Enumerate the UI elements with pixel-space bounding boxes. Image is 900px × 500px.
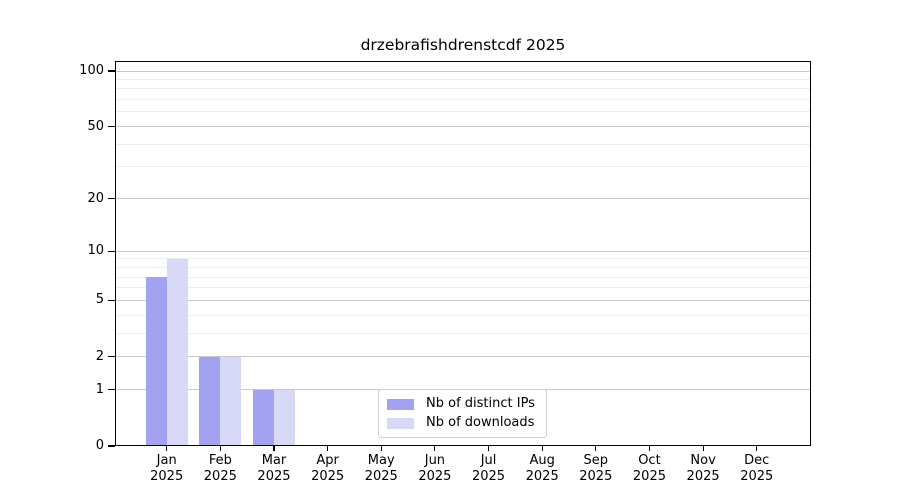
x-tick-dec <box>756 446 758 451</box>
x-tick-year-jul: 2025 <box>471 469 506 484</box>
y-tick-0 <box>108 445 115 447</box>
gridline-minor-40 <box>115 143 811 145</box>
y-tick-label-0: 0 <box>95 438 104 453</box>
x-tick-year-jan: 2025 <box>150 469 184 484</box>
x-tick-sep <box>595 446 597 451</box>
x-tick-label-mar: Mar 2025 <box>242 453 306 485</box>
x-tick-feb <box>219 446 221 451</box>
gridline-major-2 <box>115 356 811 358</box>
gridline-major-20 <box>115 198 811 200</box>
gridline-major-50 <box>115 126 811 128</box>
x-tick-jul <box>487 446 490 451</box>
x-tick-label-dec: Dec 2025 <box>725 453 789 485</box>
y-tick-label-20: 20 <box>87 190 104 206</box>
x-tick-mar <box>273 446 275 451</box>
x-tick-label-feb: Feb 2025 <box>188 453 252 485</box>
y-tick-10 <box>108 250 115 252</box>
y-tick-label-100: 100 <box>79 63 104 78</box>
x-tick-jun <box>434 446 436 451</box>
gridline-minor-9 <box>115 258 811 260</box>
x-tick-year-oct: 2025 <box>632 469 666 484</box>
bar-distinct-ips-mar <box>252 389 274 446</box>
x-tick-year-aug: 2025 <box>525 469 559 484</box>
x-tick-apr <box>327 446 329 451</box>
x-tick-year-jun: 2025 <box>418 469 452 484</box>
gridline-minor-80 <box>115 88 811 90</box>
gridline-minor-8 <box>115 266 811 268</box>
x-tick-year-nov: 2025 <box>686 469 720 484</box>
x-tick-year-apr: 2025 <box>311 469 345 484</box>
x-tick-year-feb: 2025 <box>203 469 237 484</box>
bar-downloads-jan <box>166 258 188 446</box>
y-tick-1 <box>108 389 115 391</box>
legend-item-downloads: Nb of downloads <box>387 415 538 431</box>
bar-downloads-feb <box>220 356 242 446</box>
x-tick-label-nov: Nov 2025 <box>671 453 735 485</box>
x-tick-jan <box>166 446 168 451</box>
gridline-minor-7 <box>115 276 811 278</box>
x-tick-label-oct: Oct 2025 <box>617 453 681 485</box>
x-tick-aug <box>541 446 543 451</box>
gridline-minor-90 <box>115 78 811 80</box>
gridline-major-5 <box>115 299 811 301</box>
x-tick-label-sep: Sep 2025 <box>564 453 628 485</box>
y-tick-100 <box>108 70 115 72</box>
x-tick-oct <box>648 446 651 451</box>
x-tick-may <box>380 446 382 451</box>
y-tick-20 <box>108 198 115 200</box>
x-tick-label-jul: Jul 2025 <box>457 453 521 485</box>
x-tick-nov <box>702 446 704 451</box>
legend-item-distinct-ips: Nb of distinct IPs <box>387 396 538 412</box>
y-tick-label-1: 1 <box>95 381 104 397</box>
x-tick-label-jan: Jan 2025 <box>135 453 199 485</box>
chart-title: drzebrafishdrenstcdf 2025 <box>360 36 566 54</box>
y-tick-label-5: 5 <box>95 292 104 308</box>
x-tick-label-apr: Apr 2025 <box>296 453 360 485</box>
bar-distinct-ips-feb <box>199 356 221 446</box>
y-tick-50 <box>108 125 115 128</box>
legend-swatch-distinct-ips <box>387 398 414 410</box>
plot-area <box>115 61 811 446</box>
x-tick-label-may: May 2025 <box>349 453 413 485</box>
x-tick-year-mar: 2025 <box>257 469 291 484</box>
x-tick-year-may: 2025 <box>364 469 398 484</box>
bar-distinct-ips-jan <box>145 277 167 446</box>
gridline-major-100 <box>115 70 811 72</box>
y-tick-label-50: 50 <box>87 118 104 134</box>
gridline-minor-70 <box>115 99 811 101</box>
gridline-major-10 <box>115 250 811 252</box>
bar-downloads-mar <box>273 389 295 446</box>
legend-label-distinct-ips: Nb of distinct IPs <box>426 396 535 411</box>
gridline-minor-6 <box>115 287 811 289</box>
gridline-minor-4 <box>115 314 811 316</box>
y-tick-label-10: 10 <box>87 243 104 259</box>
gridline-minor-3 <box>115 332 811 334</box>
legend-swatch-downloads <box>387 417 414 429</box>
gridline-minor-60 <box>115 111 811 113</box>
x-tick-label-jun: Jun 2025 <box>403 453 467 485</box>
x-tick-year-dec: 2025 <box>740 469 774 484</box>
y-tick-2 <box>108 356 115 358</box>
y-tick-5 <box>108 299 115 301</box>
x-tick-label-aug: Aug 2025 <box>510 453 574 485</box>
legend-label-downloads: Nb of downloads <box>426 415 535 430</box>
y-tick-label-2: 2 <box>95 348 104 364</box>
legend: Nb of distinct IPs Nb of downloads <box>378 389 547 438</box>
x-tick-year-sep: 2025 <box>579 469 613 484</box>
gridline-minor-30 <box>115 166 811 168</box>
